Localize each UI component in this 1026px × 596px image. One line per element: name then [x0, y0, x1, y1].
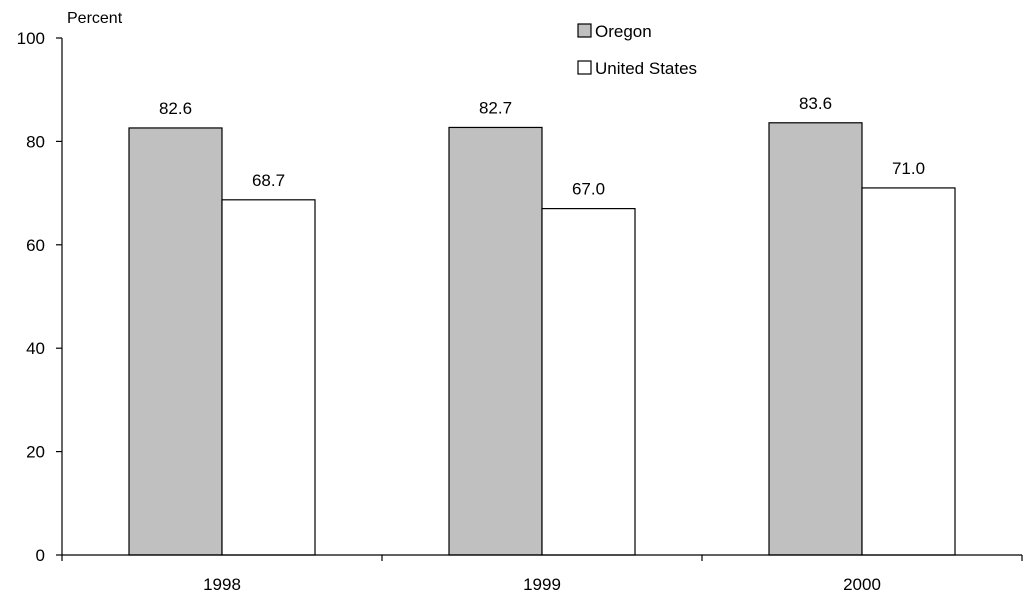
value-label-united-states-1999: 67.0: [572, 180, 605, 199]
value-label-united-states-2000: 71.0: [892, 159, 925, 178]
y-tick-label-20: 20: [26, 443, 45, 462]
legend-swatch-oregon: [577, 23, 592, 38]
legend: Oregon United States: [577, 22, 697, 78]
y-tick-label-0: 0: [36, 546, 45, 565]
x-tick-label-2000: 2000: [843, 575, 881, 594]
y-tick-label-60: 60: [26, 236, 45, 255]
value-labels: 82.6 68.7 82.7 67.0 83.6 71.0: [159, 94, 925, 199]
value-label-oregon-1998: 82.6: [159, 99, 192, 118]
y-tick-label-80: 80: [26, 132, 45, 151]
value-label-oregon-1999: 82.7: [479, 98, 512, 117]
value-label-united-states-1998: 68.7: [252, 171, 285, 190]
bars: [128, 122, 956, 556]
y-axis-title: Percent: [67, 10, 123, 27]
bar-oregon-2000: [768, 122, 863, 556]
bar-united-states-2000: [861, 187, 956, 556]
value-label-oregon-2000: 83.6: [799, 94, 832, 113]
x-tick-label-1998: 1998: [203, 575, 241, 594]
bar-oregon-1999: [448, 126, 543, 556]
bar-united-states-1999: [541, 208, 636, 556]
legend-label-united-states: United States: [595, 59, 697, 78]
bar-oregon-1998: [128, 127, 223, 556]
y-tick-label-40: 40: [26, 339, 45, 358]
x-tick-label-1999: 1999: [523, 575, 561, 594]
legend-swatch-united-states: [577, 60, 592, 75]
axes: 0 20 40 60 80 100 1998 1999 2000: [17, 29, 1023, 594]
bar-united-states-1998: [221, 199, 316, 556]
y-tick-label-100: 100: [17, 29, 45, 48]
legend-label-oregon: Oregon: [595, 22, 652, 41]
